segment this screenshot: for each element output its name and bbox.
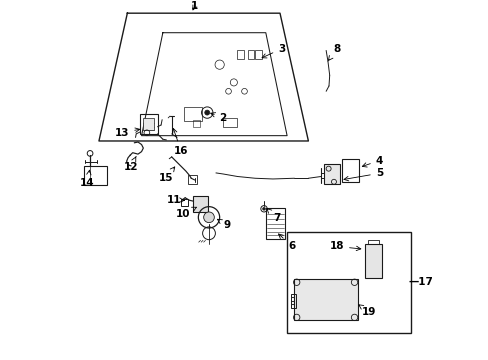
Text: 7: 7: [266, 208, 280, 223]
Bar: [237, 50, 244, 59]
Text: 4: 4: [362, 156, 382, 167]
Bar: [286, 231, 410, 333]
Bar: [143, 118, 154, 130]
Bar: [247, 50, 254, 59]
Text: 12: 12: [123, 156, 138, 172]
Bar: [365, 244, 382, 278]
Text: 8: 8: [328, 44, 340, 60]
Bar: [184, 107, 202, 121]
Text: 5: 5: [343, 168, 382, 181]
Text: 11: 11: [166, 194, 184, 204]
Circle shape: [203, 212, 214, 222]
Text: 6: 6: [278, 234, 295, 251]
Bar: [181, 199, 187, 206]
Bar: [187, 175, 196, 184]
Bar: [255, 50, 261, 59]
Text: 13: 13: [115, 128, 140, 138]
Text: 16: 16: [172, 129, 188, 156]
Circle shape: [204, 110, 209, 115]
Bar: [223, 118, 237, 127]
Bar: [367, 240, 378, 244]
Bar: [140, 114, 157, 134]
Bar: [84, 166, 107, 185]
Text: 3: 3: [262, 44, 285, 58]
Text: 19: 19: [358, 305, 376, 317]
Text: 1: 1: [191, 1, 198, 11]
Text: 18: 18: [329, 242, 360, 251]
Bar: [265, 208, 285, 239]
Text: 14: 14: [80, 170, 95, 188]
Circle shape: [262, 207, 265, 210]
Text: —17: —17: [408, 277, 433, 287]
Text: 2: 2: [210, 113, 226, 123]
Bar: [290, 294, 295, 308]
Bar: [324, 164, 340, 184]
Text: 15: 15: [158, 167, 174, 183]
Bar: [193, 196, 207, 212]
Text: 9: 9: [217, 219, 230, 230]
Text: 10: 10: [176, 207, 196, 219]
Bar: [193, 120, 200, 127]
Bar: [294, 279, 357, 320]
Bar: [342, 159, 358, 182]
